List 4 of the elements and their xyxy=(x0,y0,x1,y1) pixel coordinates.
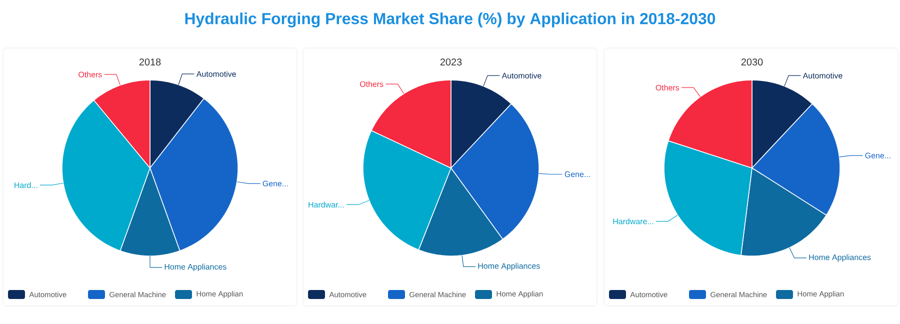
text: Hydraulic Forging Press Market Share (%) by Application in 2018-2030 xyxy=(185,12,716,28)
chart-title: 2023 xyxy=(440,58,462,66)
chart-subtitle: 2018 xyxy=(139,58,161,66)
chart-title: 2030 xyxy=(741,58,763,66)
